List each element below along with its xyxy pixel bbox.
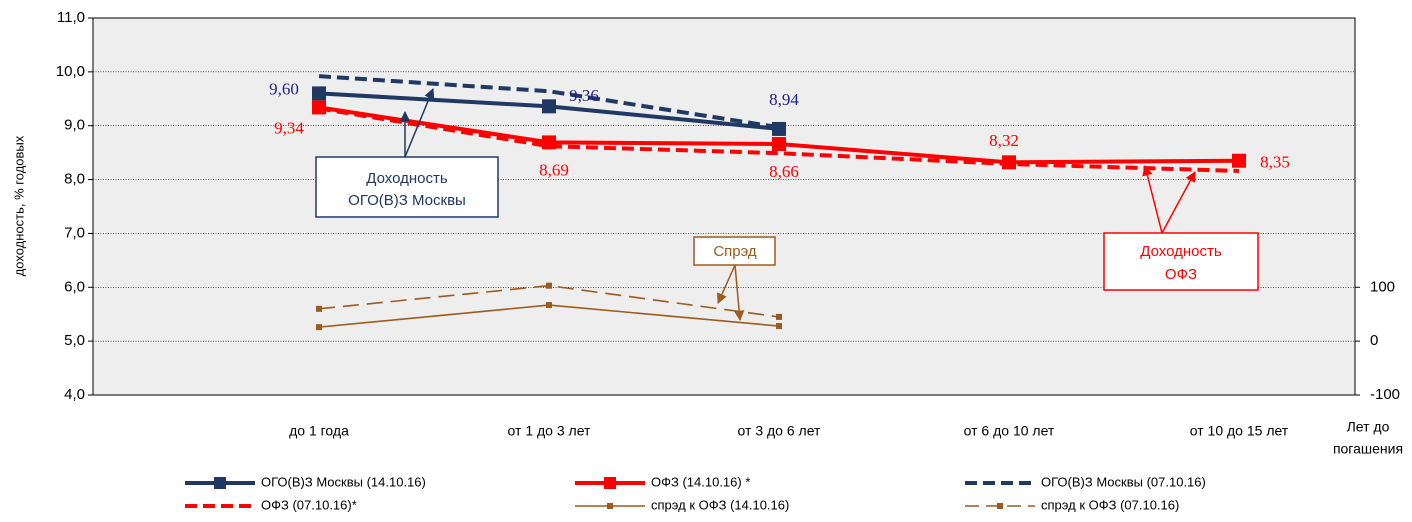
marker [776, 323, 782, 330]
y-tick-label: 6,0 [64, 278, 85, 295]
y2-tick-label: 0 [1370, 332, 1378, 349]
y-tick-label: 4,0 [64, 386, 85, 403]
data-label: 9,36 [569, 86, 599, 105]
y-tick-label: 5,0 [64, 332, 85, 349]
data-label: 8,32 [989, 131, 1019, 150]
marker [312, 86, 326, 101]
annotation: Доходность [1140, 243, 1222, 260]
y2-tick-label: 100 [1370, 278, 1395, 295]
data-label: 8,35 [1260, 153, 1290, 172]
legend-label: спрэд к ОФЗ (14.10.16) [651, 497, 789, 512]
y-tick-label: 9,0 [64, 117, 85, 134]
annotation: ОФЗ [1165, 266, 1197, 283]
x-tick-label: от 10 до 15 лет [1190, 423, 1289, 439]
annotation-box [315, 156, 499, 218]
y-tick-label: 10,0 [56, 63, 85, 80]
y-tick-label: 11,0 [57, 9, 85, 26]
annotation-box [1103, 232, 1259, 291]
legend-marker [604, 477, 616, 489]
marker [316, 324, 322, 331]
data-label: 8,94 [769, 90, 799, 109]
legend-marker [607, 503, 613, 509]
x-tick-label: от 1 до 3 лет [508, 423, 591, 439]
marker [776, 313, 782, 320]
x-tick-label: от 6 до 10 лет [964, 423, 1055, 439]
annotation: Спрэд [713, 243, 757, 260]
legend-marker [214, 477, 226, 489]
y2-tick-label: -100 [1370, 386, 1400, 403]
marker [1232, 153, 1246, 168]
series-line [318, 106, 1240, 173]
legend-label: ОФЗ (07.10.16)* [261, 497, 357, 512]
marker [316, 305, 322, 312]
data-label: 8,66 [769, 162, 799, 181]
annotation-box [693, 236, 776, 266]
marker [542, 99, 556, 114]
plot-area [92, 17, 1356, 396]
annotation-arrows [399, 88, 1196, 322]
data-label: 8,69 [539, 160, 569, 179]
legend-label: ОГО(В)З Москвы (14.10.16) [261, 474, 426, 489]
y-tick-label: 8,0 [64, 171, 85, 188]
legend-label: спрэд к ОФЗ (07.10.16) [1041, 497, 1179, 512]
marker [546, 302, 552, 309]
x-axis-label: Лет до [1347, 419, 1390, 435]
annotation: ОГО(В)З Москвы [348, 192, 466, 209]
series-line [318, 74, 780, 130]
data-label: 9,34 [274, 118, 304, 137]
y-tick-label: 7,0 [64, 224, 85, 241]
marker [546, 282, 552, 289]
marker [772, 121, 786, 136]
annotation: Доходность [366, 170, 448, 187]
marker [772, 137, 786, 152]
legend-label: ОГО(В)З Москвы (07.10.16) [1041, 474, 1206, 489]
x-tick-label: до 1 года [289, 423, 349, 439]
legend-marker [997, 503, 1003, 509]
x-axis-label: погашения [1333, 441, 1403, 457]
legend-label: ОФЗ (14.10.16) * [651, 474, 750, 489]
y-axis-label: доходность, % годовых [11, 135, 26, 276]
data-label: 9,60 [269, 79, 299, 98]
x-tick-label: от 3 до 6 лет [738, 423, 821, 439]
